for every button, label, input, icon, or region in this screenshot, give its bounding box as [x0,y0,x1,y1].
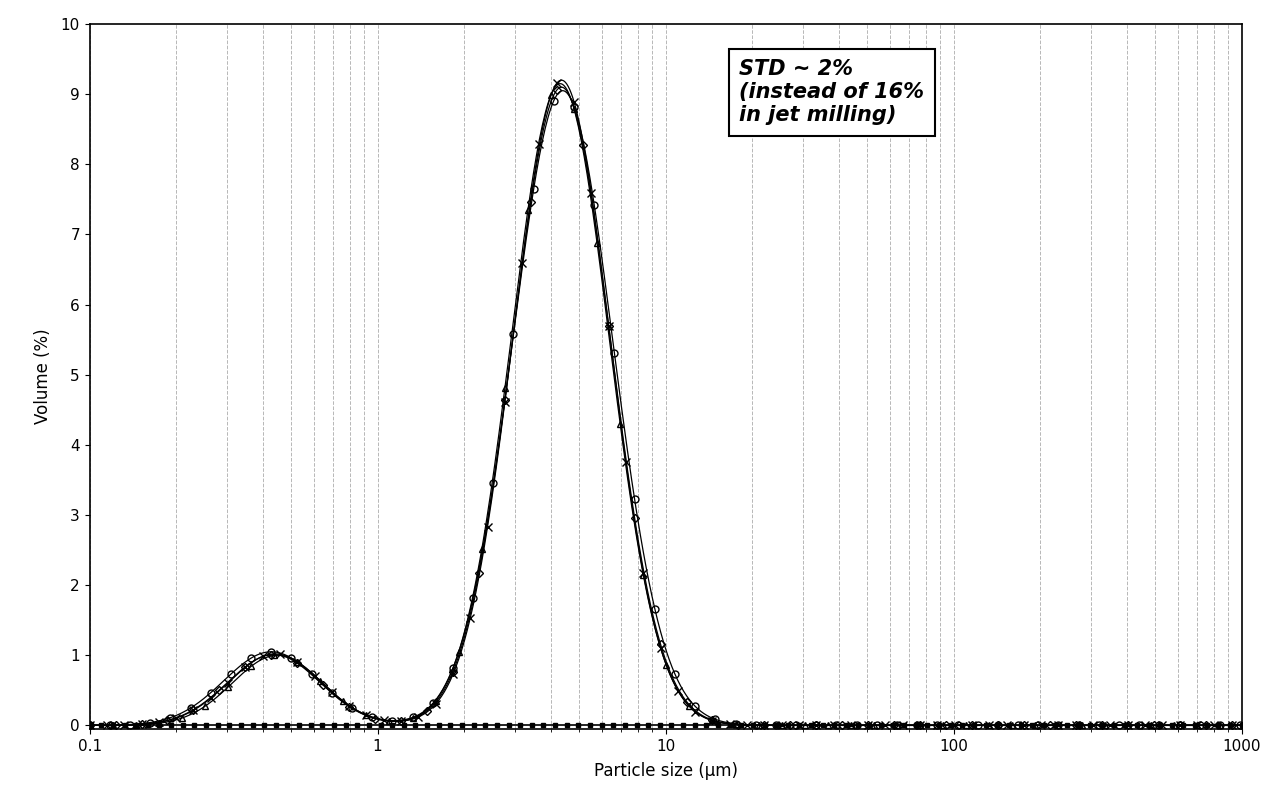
X-axis label: Particle size (μm): Particle size (μm) [594,762,737,780]
Y-axis label: Volume (%): Volume (%) [35,328,52,425]
Text: STD ~ 2%
(instead of 16%
in jet milling): STD ~ 2% (instead of 16% in jet milling) [739,59,924,126]
